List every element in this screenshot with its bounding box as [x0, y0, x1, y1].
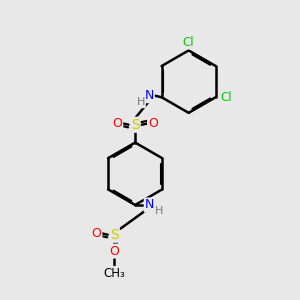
Text: H: H [155, 206, 163, 216]
Text: Cl: Cl [220, 91, 232, 104]
Text: S: S [131, 118, 140, 132]
Text: H: H [136, 97, 145, 107]
Text: N: N [145, 199, 154, 212]
Text: Cl: Cl [183, 36, 194, 49]
Text: S: S [110, 228, 119, 242]
Text: N: N [144, 89, 154, 102]
Text: O: O [112, 117, 122, 130]
Text: O: O [148, 117, 158, 130]
Text: O: O [92, 227, 101, 240]
Text: CH₃: CH₃ [103, 267, 125, 280]
Text: O: O [110, 244, 119, 258]
